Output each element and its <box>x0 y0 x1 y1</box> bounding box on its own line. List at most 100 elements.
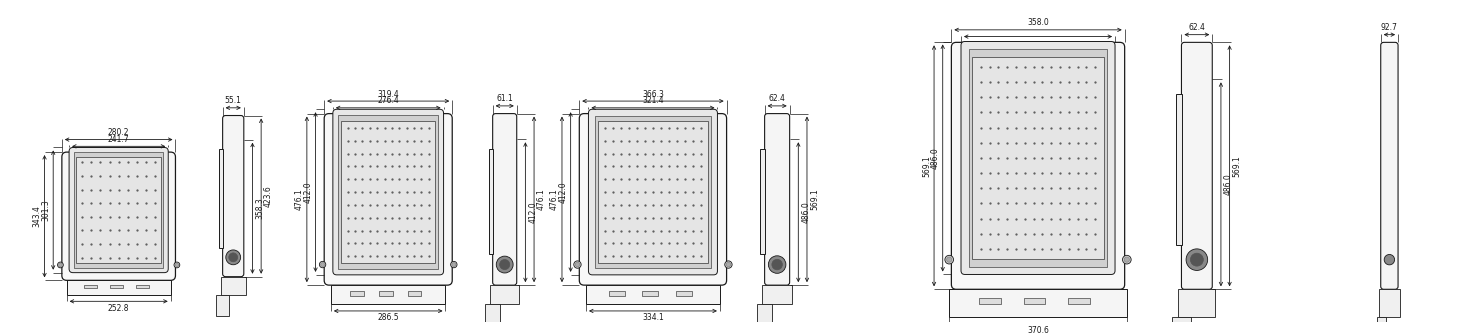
Bar <box>341 121 436 263</box>
Circle shape <box>726 262 730 267</box>
Text: 486.0: 486.0 <box>1223 173 1233 195</box>
Text: 343.4: 343.4 <box>32 205 42 227</box>
Bar <box>331 285 446 304</box>
Circle shape <box>725 261 732 268</box>
Bar <box>1024 298 1045 304</box>
Circle shape <box>768 256 786 273</box>
Text: 412.0: 412.0 <box>558 181 567 203</box>
Text: 61.1: 61.1 <box>496 95 513 104</box>
Text: 92.7: 92.7 <box>1381 23 1398 32</box>
FancyBboxPatch shape <box>961 41 1115 275</box>
Circle shape <box>319 262 325 268</box>
Text: 334.1: 334.1 <box>642 313 663 322</box>
Text: 412.0: 412.0 <box>303 181 312 203</box>
Bar <box>74 152 163 268</box>
Text: 319.4: 319.4 <box>378 90 399 99</box>
Circle shape <box>175 263 179 267</box>
Text: 486.0: 486.0 <box>802 201 811 223</box>
Bar <box>586 285 720 304</box>
Bar <box>757 304 773 327</box>
FancyBboxPatch shape <box>332 109 443 275</box>
Bar <box>111 285 122 288</box>
Circle shape <box>496 256 513 273</box>
Circle shape <box>1124 257 1130 262</box>
Text: 62.4: 62.4 <box>1188 23 1206 32</box>
Bar <box>1379 289 1400 317</box>
Bar <box>1172 317 1191 334</box>
Bar <box>761 149 765 254</box>
Text: 358.3: 358.3 <box>255 197 264 219</box>
Circle shape <box>946 257 952 262</box>
Text: 280.2: 280.2 <box>108 128 130 137</box>
FancyBboxPatch shape <box>764 114 790 285</box>
FancyBboxPatch shape <box>1181 42 1212 289</box>
Circle shape <box>452 263 456 267</box>
Circle shape <box>771 259 783 270</box>
Text: 569.1: 569.1 <box>1232 155 1241 177</box>
Circle shape <box>229 253 238 262</box>
Circle shape <box>321 263 325 267</box>
Text: 276.4: 276.4 <box>378 97 399 106</box>
Bar <box>379 291 392 296</box>
Circle shape <box>574 261 582 268</box>
FancyBboxPatch shape <box>69 148 168 273</box>
Bar <box>598 121 709 263</box>
Text: 321.4: 321.4 <box>642 97 663 106</box>
Text: 241.7: 241.7 <box>108 135 130 144</box>
Text: 476.1: 476.1 <box>550 188 558 210</box>
Text: 486.0: 486.0 <box>930 147 940 169</box>
FancyBboxPatch shape <box>324 114 452 285</box>
Circle shape <box>58 263 63 267</box>
FancyBboxPatch shape <box>61 152 175 280</box>
Bar <box>219 149 223 248</box>
Circle shape <box>174 262 179 268</box>
Text: 476.1: 476.1 <box>537 188 545 210</box>
Bar <box>1378 317 1387 334</box>
Text: 55.1: 55.1 <box>225 97 242 106</box>
Bar <box>137 285 149 288</box>
Bar <box>609 291 625 296</box>
Bar <box>67 280 171 295</box>
Text: 301.3: 301.3 <box>41 199 51 221</box>
Text: 252.8: 252.8 <box>108 304 130 313</box>
Bar <box>76 157 160 263</box>
Bar <box>1069 298 1089 304</box>
Text: 423.6: 423.6 <box>264 185 273 207</box>
Bar <box>338 115 437 269</box>
Bar <box>675 291 691 296</box>
Text: 569.1: 569.1 <box>921 155 932 177</box>
Text: 476.1: 476.1 <box>295 188 303 210</box>
Bar <box>488 149 493 254</box>
Bar <box>490 285 519 304</box>
Bar <box>85 285 96 288</box>
Text: 569.1: 569.1 <box>809 188 819 210</box>
Circle shape <box>1123 255 1131 264</box>
Circle shape <box>1190 253 1203 266</box>
FancyBboxPatch shape <box>1381 42 1398 289</box>
FancyBboxPatch shape <box>952 42 1124 289</box>
Circle shape <box>451 262 456 268</box>
Bar <box>486 304 500 327</box>
Text: 62.4: 62.4 <box>768 95 786 104</box>
FancyBboxPatch shape <box>589 109 717 275</box>
Circle shape <box>576 262 580 267</box>
Text: 358.0: 358.0 <box>1026 18 1048 27</box>
Text: 366.3: 366.3 <box>642 90 663 99</box>
Bar <box>642 291 659 296</box>
Circle shape <box>500 260 510 270</box>
Bar <box>1177 94 1182 245</box>
Bar <box>968 49 1107 267</box>
Circle shape <box>57 262 63 268</box>
Bar <box>350 291 364 296</box>
Text: 370.6: 370.6 <box>1026 326 1048 334</box>
Circle shape <box>1384 255 1395 265</box>
Bar <box>1178 289 1216 317</box>
Bar <box>949 289 1127 317</box>
Bar <box>980 298 1000 304</box>
Circle shape <box>1185 249 1207 271</box>
FancyBboxPatch shape <box>579 114 726 285</box>
Bar <box>216 295 229 316</box>
Bar <box>763 285 792 304</box>
Text: 286.5: 286.5 <box>378 313 399 322</box>
Circle shape <box>226 250 241 265</box>
